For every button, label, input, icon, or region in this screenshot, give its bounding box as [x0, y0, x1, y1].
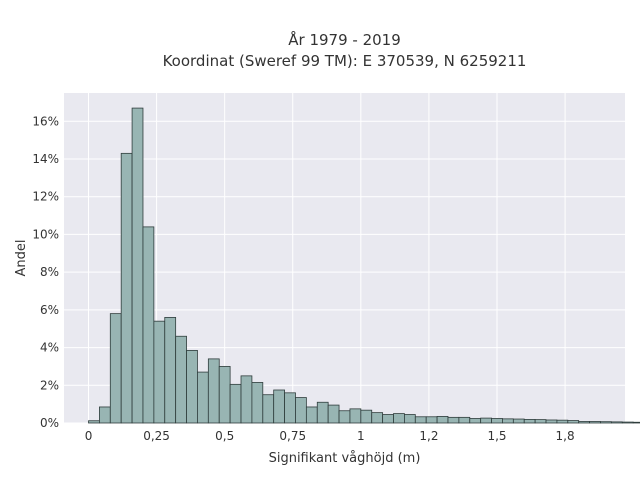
histogram-bar [414, 416, 427, 424]
histogram-bar [131, 107, 144, 424]
histogram-bar [600, 421, 612, 424]
x-tick-label: 1,8 [556, 429, 575, 443]
y-tick-label: 0% [40, 416, 59, 430]
histogram-bar [523, 419, 536, 424]
bars [88, 107, 640, 424]
histogram-bar [262, 394, 275, 424]
histogram-bar [545, 419, 558, 424]
histogram-bar [229, 383, 242, 424]
histogram-bar [186, 349, 198, 424]
histogram-bar [589, 421, 601, 424]
histogram-bar [578, 421, 590, 424]
histogram-bar [371, 412, 384, 424]
y-axis-label: Andel [14, 240, 29, 277]
histogram-bar [164, 316, 177, 424]
y-tick-label: 8% [40, 265, 59, 279]
y-tick-labels: 0% 2% 4% 6% 8% 10% 12% 14% 16% [32, 114, 59, 430]
histogram-bar [360, 409, 373, 424]
histogram-bar [534, 419, 547, 424]
y-tick-label: 16% [32, 114, 59, 128]
histogram-bar [425, 416, 438, 424]
x-axis-label: Signifikant våghöjd (m) [269, 451, 421, 466]
histogram-bar [305, 406, 318, 424]
x-tick-label: 0,25 [143, 429, 170, 443]
histogram-bar [502, 418, 514, 424]
y-tick-label: 6% [40, 303, 59, 317]
histogram-bar [480, 417, 492, 424]
histogram-bar [621, 421, 634, 424]
histogram-bar [284, 392, 296, 424]
histogram-bar [447, 416, 460, 424]
histogram-bar [175, 335, 187, 424]
histogram-bar [251, 382, 264, 424]
x-tick-label: 0 [85, 429, 93, 443]
histogram-bar [109, 313, 122, 424]
chart-title-line-2: Koordinat (Sweref 99 TM): E 370539, N 62… [163, 52, 527, 70]
histogram-bar [295, 397, 307, 424]
histogram-bar [218, 366, 231, 424]
histogram-bar [458, 416, 471, 424]
histogram-bar [404, 414, 416, 424]
x-tick-label: 1 [357, 429, 365, 443]
histogram-bar [273, 389, 285, 424]
y-tick-label: 4% [40, 341, 59, 355]
x-tick-label: 1,5 [487, 429, 506, 443]
y-tick-label: 14% [32, 152, 59, 166]
x-tick-label: 1,2 [419, 429, 438, 443]
y-tick-label: 2% [40, 378, 59, 392]
histogram-bar [556, 419, 569, 424]
histogram-bar [88, 420, 100, 424]
x-tick-labels: 0 0,25 0,5 0,75 1 1,2 1,5 1,8 [85, 429, 575, 443]
x-tick-label: 0,75 [279, 429, 306, 443]
y-tick-label: 12% [32, 190, 59, 204]
histogram-bar [120, 152, 133, 424]
histogram-bar [349, 408, 362, 424]
histogram-bar [512, 418, 525, 424]
x-tick-label: 0,5 [215, 429, 234, 443]
histogram-bar [338, 410, 351, 424]
chart-title-line-1: År 1979 - 2019 [288, 30, 401, 49]
histogram-bar [153, 320, 166, 424]
histogram-bar [197, 371, 209, 424]
histogram-bar [491, 418, 503, 424]
histogram-bar [142, 226, 155, 424]
histogram-bar [207, 358, 220, 424]
histogram-bar [327, 404, 340, 424]
histogram-bar [632, 421, 640, 424]
histogram-bar [436, 415, 449, 424]
histogram-bar [469, 418, 482, 424]
histogram-bar [382, 414, 394, 424]
y-tick-label: 10% [32, 227, 59, 241]
histogram-bar [316, 401, 329, 424]
histogram-bar [393, 413, 405, 424]
histogram-bar [240, 375, 253, 424]
histogram-bar [610, 421, 623, 424]
histogram-bar [99, 406, 111, 424]
histogram-bar [567, 420, 580, 424]
